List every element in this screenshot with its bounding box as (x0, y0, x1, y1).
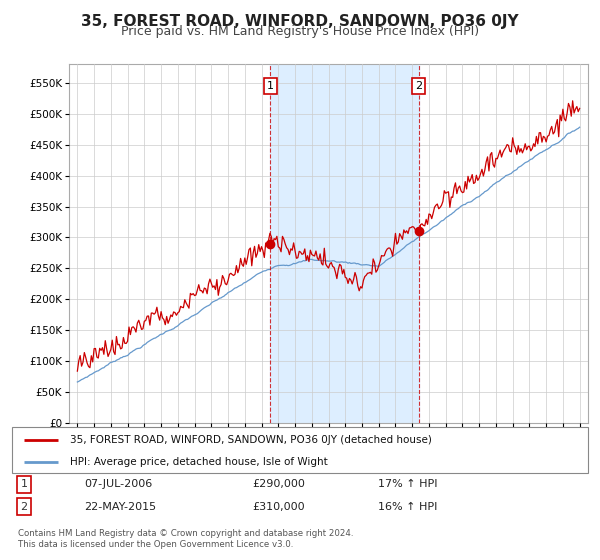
Text: 17% ↑ HPI: 17% ↑ HPI (378, 479, 437, 489)
Text: 35, FOREST ROAD, WINFORD, SANDOWN, PO36 0JY (detached house): 35, FOREST ROAD, WINFORD, SANDOWN, PO36 … (70, 435, 431, 445)
Text: HPI: Average price, detached house, Isle of Wight: HPI: Average price, detached house, Isle… (70, 457, 328, 466)
Text: £310,000: £310,000 (252, 502, 305, 512)
Text: 07-JUL-2006: 07-JUL-2006 (84, 479, 152, 489)
Text: 35, FOREST ROAD, WINFORD, SANDOWN, PO36 0JY: 35, FOREST ROAD, WINFORD, SANDOWN, PO36 … (81, 14, 519, 29)
Text: Price paid vs. HM Land Registry's House Price Index (HPI): Price paid vs. HM Land Registry's House … (121, 25, 479, 38)
Text: 1: 1 (267, 81, 274, 91)
Text: £290,000: £290,000 (252, 479, 305, 489)
Bar (270, 64, 419, 423)
Text: Contains HM Land Registry data © Crown copyright and database right 2024.
This d: Contains HM Land Registry data © Crown c… (18, 529, 353, 549)
Text: 22-MAY-2015: 22-MAY-2015 (84, 502, 156, 512)
Text: 1: 1 (20, 479, 28, 489)
Text: 2: 2 (415, 81, 422, 91)
FancyBboxPatch shape (12, 427, 588, 473)
Text: 16% ↑ HPI: 16% ↑ HPI (378, 502, 437, 512)
Text: 2: 2 (20, 502, 28, 512)
